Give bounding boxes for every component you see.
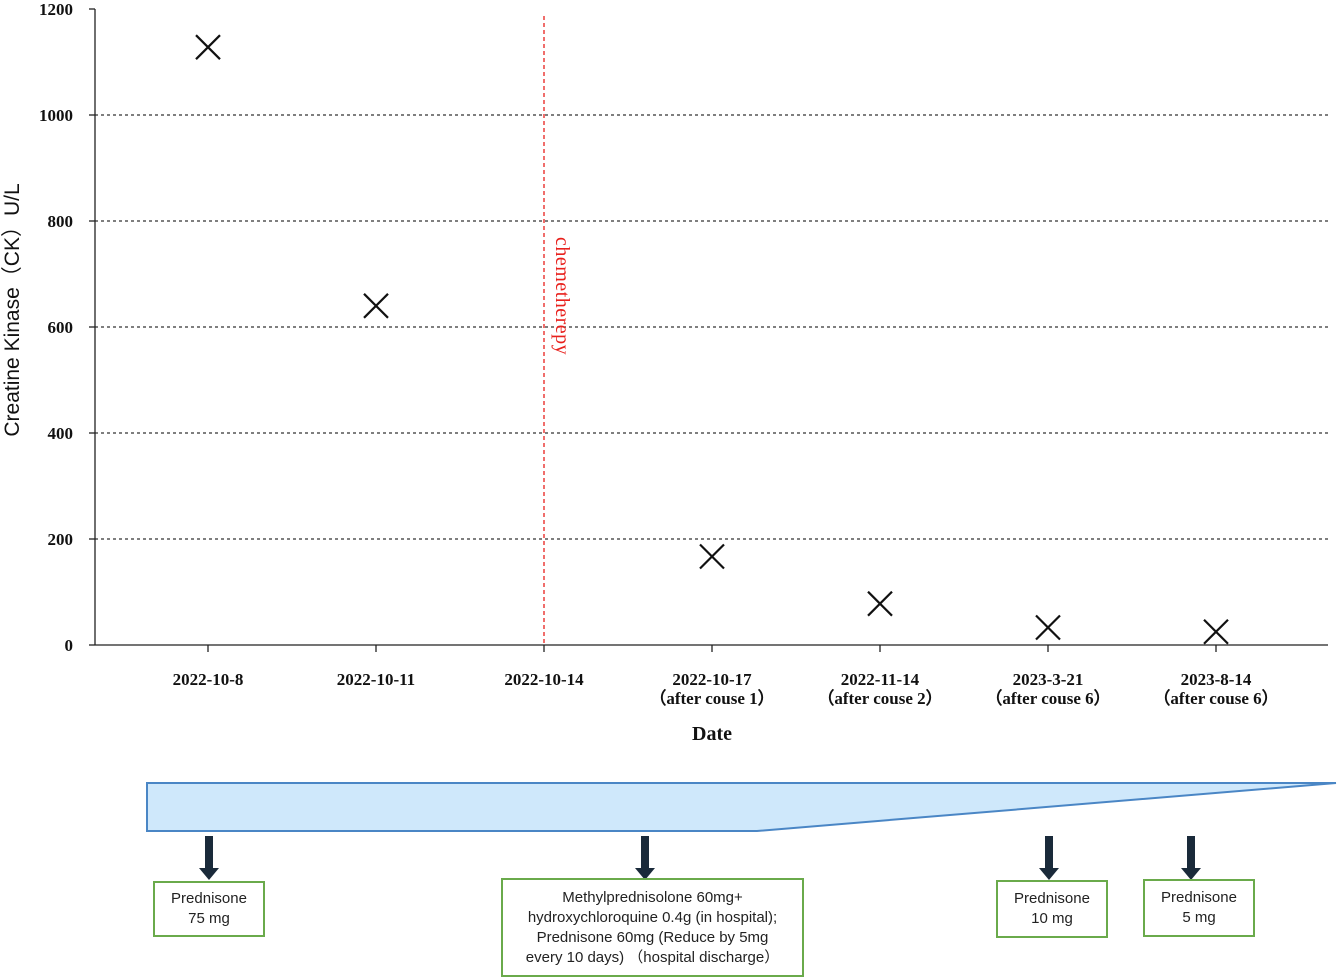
data-point [363, 293, 389, 319]
arrow-down-icon [199, 836, 219, 880]
data-point [867, 590, 893, 617]
data-point [195, 34, 221, 60]
annotation-layer: chemetherepy [543, 16, 573, 645]
treatment-box-prednisone-5: Prednisone 5 mg [1143, 879, 1255, 937]
treatment-line: Prednisone [1161, 889, 1237, 906]
x-tick-labels: 2022-10-8 2022-10-11 2022-10-14 2022-10-17（… [173, 670, 1279, 708]
arrow-down-icon [635, 836, 655, 880]
y-tick-label: 200 [48, 530, 74, 549]
data-point [1035, 614, 1061, 641]
x-tick-label: 2023-8-14 [1181, 670, 1252, 689]
y-tick-label: 0 [65, 636, 74, 655]
treatment-line: 5 mg [1182, 909, 1216, 926]
x-tick-sublabel: （after couse 6） [985, 688, 1110, 708]
treatment-line: Prednisone [171, 890, 247, 907]
treatment-line: every 10 days) （hospital discharge） [525, 948, 780, 966]
treatment-line: Prednisone [1014, 890, 1090, 907]
x-tick-label: 2023-3-21 [1013, 670, 1084, 689]
treatment-line: Prednisone 60mg (Reduce by 5mg [536, 928, 769, 946]
gridlines [95, 114, 1328, 540]
treatment-line: hydroxychloroquine 0.4g (in hospital); [527, 908, 778, 926]
x-tick-label: 2022-10-8 [173, 670, 244, 689]
chemotherapy-label: chemetherepy [551, 237, 573, 355]
data-points [195, 34, 1229, 645]
x-tick-label: 2022-10-17 [672, 670, 752, 689]
x-tick-sublabel: （after couse 6） [1153, 688, 1278, 708]
x-axis-label: Date [692, 723, 732, 745]
axes [89, 8, 1328, 652]
treatment-box-methylprednisolone: Methylprednisolone 60mg+ hydroxychloroqu… [501, 878, 804, 977]
y-tick-label: 1200 [39, 0, 73, 19]
y-tick-label: 600 [48, 318, 74, 337]
y-axis-label: Creatine Kinase（CK）U/L [1, 183, 24, 436]
x-tick-sublabel: （after couse 1） [649, 688, 774, 708]
x-tick-label: 2022-10-11 [337, 670, 415, 689]
y-tick-labels: 0 200 400 600 800 1000 1200 [39, 0, 73, 655]
treatment-box-prednisone-10: Prednisone 10 mg [996, 880, 1108, 938]
data-point [1203, 618, 1229, 645]
x-tick-label: 2022-11-14 [841, 670, 920, 689]
x-tick-label: 2022-10-14 [504, 670, 584, 689]
steroid-taper-bar [146, 782, 1337, 832]
treatment-line: Methylprednisolone 60mg+ [562, 888, 743, 906]
data-point [699, 543, 725, 570]
y-tick-label: 1000 [39, 106, 73, 125]
arrow-down-icon [1181, 836, 1201, 880]
y-tick-label: 400 [48, 424, 74, 443]
arrow-down-icon [1039, 836, 1059, 880]
x-tick-sublabel: （after couse 2） [817, 688, 942, 708]
treatment-line: 10 mg [1031, 910, 1073, 927]
y-tick-label: 800 [48, 212, 74, 231]
treatment-line: 75 mg [188, 910, 230, 927]
treatment-box-prednisone-75: Prednisone 75 mg [153, 881, 265, 937]
